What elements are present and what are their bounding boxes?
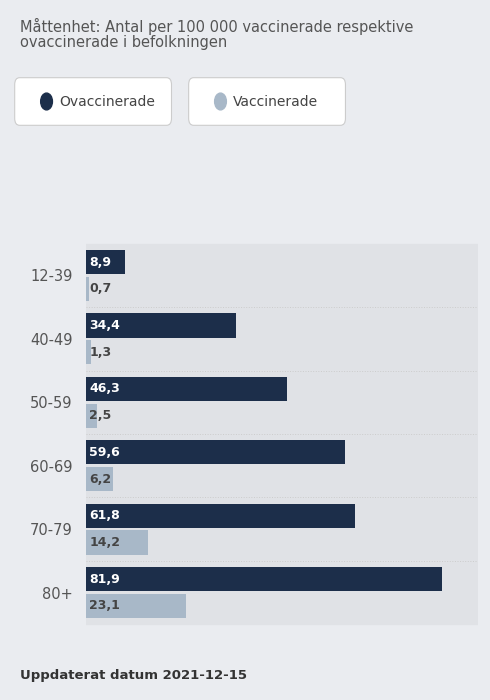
Bar bbox=[86, 498, 478, 561]
Text: 0,7: 0,7 bbox=[89, 282, 112, 295]
Text: ovaccinerade i befolkningen: ovaccinerade i befolkningen bbox=[20, 35, 227, 50]
Text: 6,2: 6,2 bbox=[89, 473, 111, 486]
Text: 14,2: 14,2 bbox=[89, 536, 120, 549]
Bar bbox=[86, 314, 236, 337]
Bar bbox=[86, 504, 355, 528]
Bar bbox=[86, 531, 147, 554]
Text: 81,9: 81,9 bbox=[89, 573, 120, 586]
Text: 23,1: 23,1 bbox=[89, 599, 120, 612]
Text: Vaccinerade: Vaccinerade bbox=[233, 94, 318, 108]
Text: Ovaccinerade: Ovaccinerade bbox=[59, 94, 155, 108]
Bar bbox=[86, 561, 478, 624]
Text: Uppdaterat datum 2021-12-15: Uppdaterat datum 2021-12-15 bbox=[20, 669, 246, 682]
Bar bbox=[86, 340, 92, 364]
Text: 61,8: 61,8 bbox=[89, 510, 120, 522]
Text: Måttenhet: Antal per 100 000 vaccinerade respektive: Måttenhet: Antal per 100 000 vaccinerade… bbox=[20, 18, 413, 34]
Text: 8,9: 8,9 bbox=[89, 256, 111, 269]
Text: 59,6: 59,6 bbox=[89, 446, 120, 459]
Bar bbox=[86, 594, 186, 618]
Bar bbox=[86, 377, 288, 401]
Bar bbox=[86, 307, 478, 370]
Text: 2,5: 2,5 bbox=[89, 409, 112, 422]
Bar bbox=[86, 440, 345, 465]
Bar bbox=[86, 434, 478, 498]
Bar bbox=[86, 403, 97, 428]
Text: 46,3: 46,3 bbox=[89, 382, 120, 396]
Bar bbox=[86, 567, 442, 592]
Bar bbox=[86, 276, 89, 301]
Bar bbox=[86, 250, 124, 274]
Bar bbox=[86, 467, 113, 491]
Bar bbox=[86, 244, 478, 307]
Text: 1,3: 1,3 bbox=[89, 346, 111, 358]
Bar bbox=[86, 370, 478, 434]
Text: 34,4: 34,4 bbox=[89, 319, 120, 332]
